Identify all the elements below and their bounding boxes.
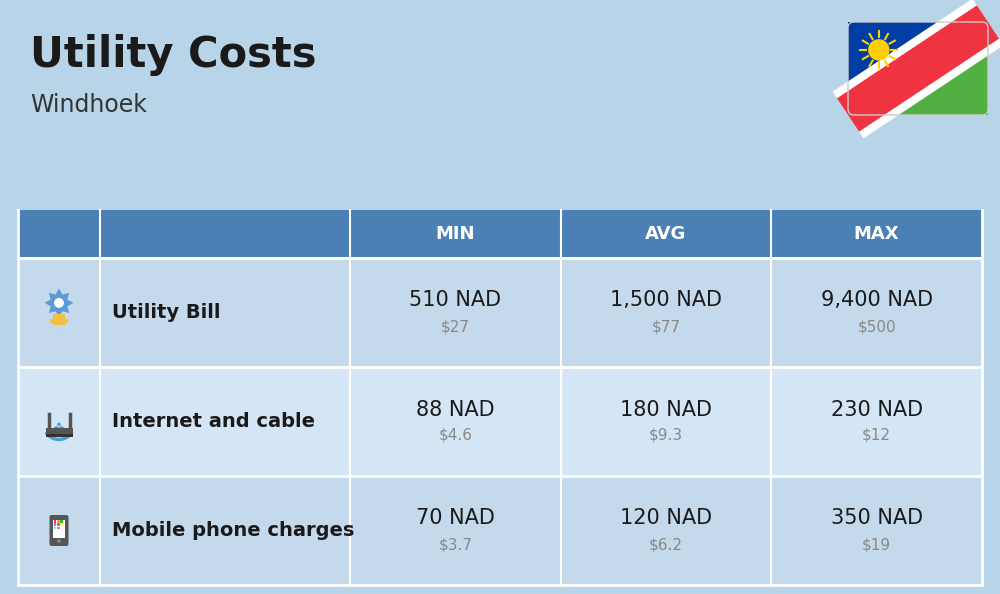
- Circle shape: [57, 539, 61, 543]
- Circle shape: [57, 423, 61, 426]
- Text: 70 NAD: 70 NAD: [416, 508, 495, 529]
- FancyBboxPatch shape: [50, 515, 68, 546]
- Text: MIN: MIN: [436, 225, 475, 243]
- Text: $12: $12: [862, 428, 891, 443]
- Bar: [57, 523, 60, 526]
- Bar: [18, 367, 982, 476]
- Text: AVG: AVG: [645, 225, 687, 243]
- Polygon shape: [848, 22, 988, 115]
- Text: 9,400 NAD: 9,400 NAD: [821, 290, 933, 311]
- Bar: [54, 520, 56, 523]
- Text: 350 NAD: 350 NAD: [831, 508, 923, 529]
- Bar: [57, 520, 60, 523]
- Bar: [60, 523, 63, 526]
- Bar: [18, 210, 982, 258]
- Text: 510 NAD: 510 NAD: [409, 290, 501, 311]
- Text: Mobile phone charges: Mobile phone charges: [112, 521, 354, 540]
- Polygon shape: [848, 22, 988, 115]
- Text: MAX: MAX: [854, 225, 899, 243]
- Text: Windhoek: Windhoek: [30, 93, 147, 117]
- Bar: [18, 476, 982, 585]
- Text: $4.6: $4.6: [438, 428, 472, 443]
- Text: Utility Costs: Utility Costs: [30, 34, 316, 76]
- Text: 120 NAD: 120 NAD: [620, 508, 712, 529]
- Text: 180 NAD: 180 NAD: [620, 400, 712, 419]
- Text: $6.2: $6.2: [649, 537, 683, 552]
- Circle shape: [54, 298, 64, 308]
- Text: $3.7: $3.7: [438, 537, 472, 552]
- Polygon shape: [833, 0, 1000, 138]
- Polygon shape: [45, 289, 73, 317]
- Polygon shape: [837, 5, 999, 132]
- Bar: [18, 258, 982, 367]
- Text: 88 NAD: 88 NAD: [416, 400, 495, 419]
- Bar: [50, 319, 68, 323]
- Bar: [57, 527, 60, 529]
- Text: Internet and cable: Internet and cable: [112, 412, 315, 431]
- Bar: [53, 520, 65, 538]
- Text: $19: $19: [862, 537, 891, 552]
- Text: $27: $27: [441, 319, 470, 334]
- Text: 230 NAD: 230 NAD: [831, 400, 923, 419]
- Bar: [54, 527, 56, 529]
- Text: Utility Bill: Utility Bill: [112, 303, 220, 322]
- Text: $500: $500: [857, 319, 896, 334]
- Bar: [46, 428, 72, 435]
- Text: 1,500 NAD: 1,500 NAD: [610, 290, 722, 311]
- Bar: [54, 523, 56, 526]
- Bar: [53, 314, 65, 326]
- Bar: [46, 434, 72, 437]
- Text: $9.3: $9.3: [649, 428, 683, 443]
- Circle shape: [869, 40, 889, 60]
- Text: $77: $77: [652, 319, 680, 334]
- Bar: [60, 520, 63, 523]
